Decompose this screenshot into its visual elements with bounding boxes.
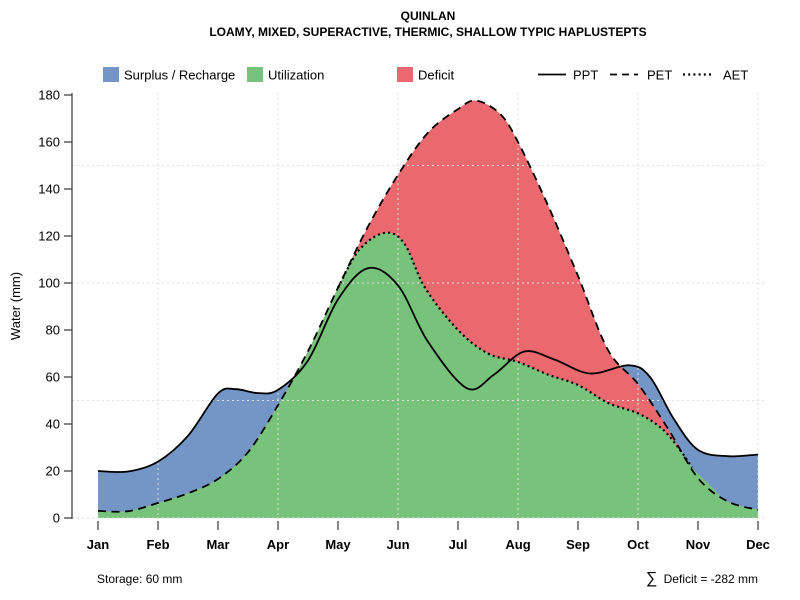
areas-layer xyxy=(98,100,758,519)
aet-label: AET xyxy=(723,68,748,83)
y-tick-label: 120 xyxy=(38,229,60,244)
x-tick-label: Feb xyxy=(146,537,169,552)
x-tick-label: Mar xyxy=(206,537,229,552)
grid-layer xyxy=(72,93,766,519)
y-tick-label: 180 xyxy=(38,88,60,103)
aet-line xyxy=(337,231,693,469)
y-tick-label: 80 xyxy=(46,323,60,338)
surplus-label: Surplus / Recharge xyxy=(124,68,235,83)
storage-note: Storage: 60 mm xyxy=(97,572,182,586)
ppt-line xyxy=(97,266,759,473)
y-tick-label: 100 xyxy=(38,276,60,291)
y-tick-label: 140 xyxy=(38,182,60,197)
x-tick-label: Jan xyxy=(87,537,109,552)
surplus-swatch xyxy=(103,67,119,82)
x-tick-label: Jun xyxy=(386,537,409,552)
y-tick-label: 20 xyxy=(46,464,60,479)
utilization-swatch xyxy=(247,67,263,82)
chart-title: QUINLAN xyxy=(401,9,456,23)
x-tick-label: Oct xyxy=(627,537,649,552)
chart-subtitle: LOAMY, MIXED, SUPERACTIVE, THERMIC, SHAL… xyxy=(209,25,646,39)
axis-layer: 0 20 40 60 80 100 120 140 160 180 Jan Feb Mar Apr May J… xyxy=(38,88,770,553)
x-tick-label: May xyxy=(325,537,351,552)
y-tick-label: 40 xyxy=(46,417,60,432)
legend: Surplus / Recharge Utilization Deficit P… xyxy=(103,67,748,83)
x-tick-label: Nov xyxy=(686,537,711,552)
y-tick-label: 0 xyxy=(53,511,60,526)
ppt-label: PPT xyxy=(573,68,598,83)
deficit-swatch xyxy=(397,67,413,82)
deficit-note: ∑ Deficit = -282 mm xyxy=(646,570,758,587)
x-tick-label: Apr xyxy=(267,537,289,552)
x-tick-label: Jul xyxy=(449,537,468,552)
y-axis-label: Water (mm) xyxy=(8,272,23,340)
utilization-area xyxy=(98,232,758,519)
pet-line xyxy=(97,99,759,513)
x-tick-label: Aug xyxy=(505,537,530,552)
lines-layer xyxy=(97,99,759,513)
sigma-symbol: ∑ xyxy=(646,570,657,587)
deficit-label: Deficit xyxy=(418,68,455,83)
y-tick-label: 60 xyxy=(46,370,60,385)
x-tick-label: Sep xyxy=(566,537,590,552)
utilization-label: Utilization xyxy=(268,68,324,83)
x-tick-label: Dec xyxy=(746,537,770,552)
pet-label: PET xyxy=(647,68,672,83)
y-tick-label: 160 xyxy=(38,135,60,150)
